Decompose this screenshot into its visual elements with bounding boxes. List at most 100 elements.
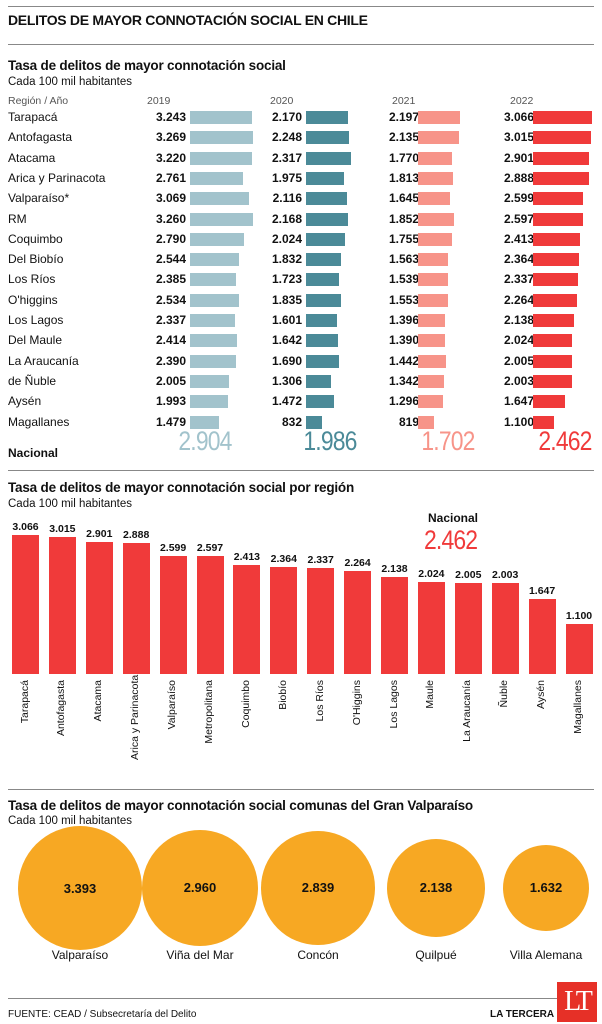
region-bar	[122, 543, 150, 674]
bar-2021	[418, 151, 453, 165]
region-bar	[233, 564, 261, 674]
value-label-2022: 2.264	[503, 292, 534, 307]
value-label-2019: 2.337	[155, 313, 186, 327]
region-label: Los Lagos	[8, 313, 64, 327]
bar-2020	[306, 293, 342, 307]
value-label-2019: 3.243	[155, 110, 186, 124]
region-value-label: 1.100	[565, 610, 593, 623]
value-label-2022: 2.005	[503, 353, 534, 368]
value-label-2022: 2.901	[503, 150, 534, 165]
national-value-2021: 1.702	[421, 426, 475, 456]
bar-2022	[533, 395, 565, 409]
region-label: Del Biobío	[8, 252, 64, 267]
value-label-2020: 1.832	[271, 252, 302, 267]
region-value-label: 3.066	[12, 521, 39, 533]
value-label-2021: 1.755	[388, 231, 419, 246]
value-label-2022: 2.888	[503, 170, 534, 185]
bar-2019	[190, 131, 253, 145]
region-label: Antofagasta	[8, 130, 73, 145]
footer-rule	[8, 998, 594, 999]
bar-2022	[533, 131, 592, 145]
comuna-bubble: 1.632	[503, 845, 589, 931]
bar-2021	[418, 192, 450, 206]
value-label-2021: 1.396	[388, 313, 419, 327]
value-label-2020: 2.317	[271, 150, 302, 165]
section2-title: Tasa de delitos de mayor connotación soc…	[8, 480, 355, 495]
bar-2020	[306, 253, 342, 267]
bar-2020	[306, 171, 345, 185]
comuna-label: Quilpué	[415, 948, 457, 962]
region-value-label: 2.024	[418, 568, 445, 581]
bar-2022	[533, 415, 555, 429]
bar-2021	[418, 111, 461, 124]
region-category-label: Coquimbo	[239, 680, 252, 728]
region-label: Atacama	[8, 150, 56, 165]
bar-2020	[306, 415, 323, 429]
region-bar	[270, 566, 298, 674]
comuna-label: Viña del Mar	[166, 948, 234, 962]
bar-2019	[190, 395, 229, 409]
region-bar	[417, 582, 445, 674]
bar-2020	[306, 151, 351, 165]
bar-2019	[190, 314, 236, 327]
value-label-2021: 819	[398, 414, 419, 429]
value-label-2022: 2.413	[503, 231, 534, 246]
region-value-label: 2.005	[455, 569, 482, 582]
value-label-2019: 2.390	[155, 353, 186, 368]
region-value-label: 2.364	[270, 552, 297, 565]
bar-2020	[306, 314, 337, 327]
value-label-2022: 2.024	[503, 333, 534, 348]
value-label-2021: 1.553	[388, 292, 419, 307]
region-category-label: Biobío	[276, 680, 289, 710]
region-value-label: 2.003	[492, 569, 519, 582]
national-label: Nacional	[8, 446, 59, 460]
value-label-2020: 832	[281, 414, 302, 429]
region-category-label: Arica y Parinacota	[129, 674, 142, 760]
region-value-label: 2.597	[196, 542, 224, 555]
comuna-bubble: 3.393	[18, 826, 142, 950]
value-label-2020: 1.642	[271, 333, 302, 348]
value-label-2022: 2.003	[503, 373, 534, 388]
la-tercera-logo: LT	[557, 982, 597, 1022]
bar-2022	[533, 151, 589, 165]
value-label-2021: 1.390	[388, 333, 419, 348]
year-header-2019: 2019	[147, 95, 171, 107]
section2-rule	[8, 470, 594, 471]
region-category-label: Valparaíso	[166, 680, 179, 730]
region-category-label: Los Lagos	[387, 680, 400, 729]
region-bar	[528, 599, 556, 674]
region-label: Del Maule	[8, 333, 63, 348]
region-value-label: 2.888	[123, 529, 150, 542]
top-rule	[8, 6, 594, 7]
region-value-label: 3.015	[49, 523, 76, 536]
value-label-2020: 2.170	[271, 110, 302, 124]
region-category-label: Magallanes	[572, 680, 584, 734]
bar-2022	[533, 253, 579, 267]
region-label: RM	[8, 211, 27, 226]
bar-2019	[190, 253, 240, 267]
bar-2021	[418, 395, 443, 409]
region-year-header: Región / Año	[8, 95, 69, 107]
region-value-label: 2.337	[307, 554, 334, 567]
value-label-2020: 1.975	[271, 170, 302, 185]
value-label-2020: 2.024	[271, 231, 302, 246]
region-category-label: Tarapacá	[18, 680, 31, 724]
bar-2021	[418, 273, 448, 287]
value-label-2021: 1.563	[388, 252, 419, 267]
value-label-2019: 2.544	[155, 252, 186, 267]
value-label-2022: 1.647	[503, 394, 534, 409]
bar-2021	[418, 293, 448, 307]
bar-2022	[533, 111, 593, 124]
value-label-2022: 2.138	[503, 313, 534, 327]
comuna-label: Concón	[297, 948, 339, 962]
value-label-2020: 1.835	[271, 292, 302, 307]
section2-subtitle: Cada 100 mil habitantes	[8, 498, 133, 510]
region-category-label: Metropolitana	[203, 680, 215, 744]
value-label-2021: 1.770	[388, 150, 419, 165]
region-bar	[48, 537, 76, 674]
value-label-2020: 1.601	[271, 313, 302, 327]
value-label-2021: 1.852	[388, 211, 419, 226]
region-bar	[381, 577, 408, 674]
region-bar	[85, 542, 113, 674]
bar-2022	[533, 293, 577, 307]
